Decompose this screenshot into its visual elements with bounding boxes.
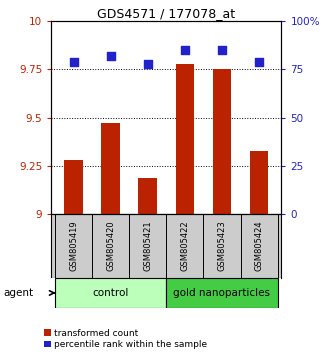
Text: GSM805421: GSM805421: [143, 221, 152, 272]
Bar: [101, 124, 120, 214]
Bar: [176, 64, 194, 214]
Bar: [138, 177, 157, 214]
Text: agent: agent: [3, 288, 33, 298]
Bar: [213, 69, 231, 214]
Point: [145, 61, 150, 67]
Bar: [166, 278, 278, 308]
Text: control: control: [92, 288, 129, 298]
Text: GSM805424: GSM805424: [255, 221, 263, 272]
Point: [219, 47, 225, 53]
Bar: [250, 150, 268, 214]
Text: GSM805423: GSM805423: [217, 221, 226, 272]
Bar: [55, 278, 166, 308]
Point: [182, 47, 188, 53]
Text: gold nanoparticles: gold nanoparticles: [173, 288, 270, 298]
Text: GSM805422: GSM805422: [180, 221, 189, 272]
Title: GDS4571 / 177078_at: GDS4571 / 177078_at: [97, 7, 235, 20]
Text: GSM805420: GSM805420: [106, 221, 115, 272]
Point: [71, 59, 76, 64]
Legend: transformed count, percentile rank within the sample: transformed count, percentile rank withi…: [44, 329, 207, 349]
Point: [108, 53, 113, 59]
Text: GSM805419: GSM805419: [69, 221, 78, 272]
Bar: [64, 160, 83, 214]
Point: [257, 59, 262, 64]
